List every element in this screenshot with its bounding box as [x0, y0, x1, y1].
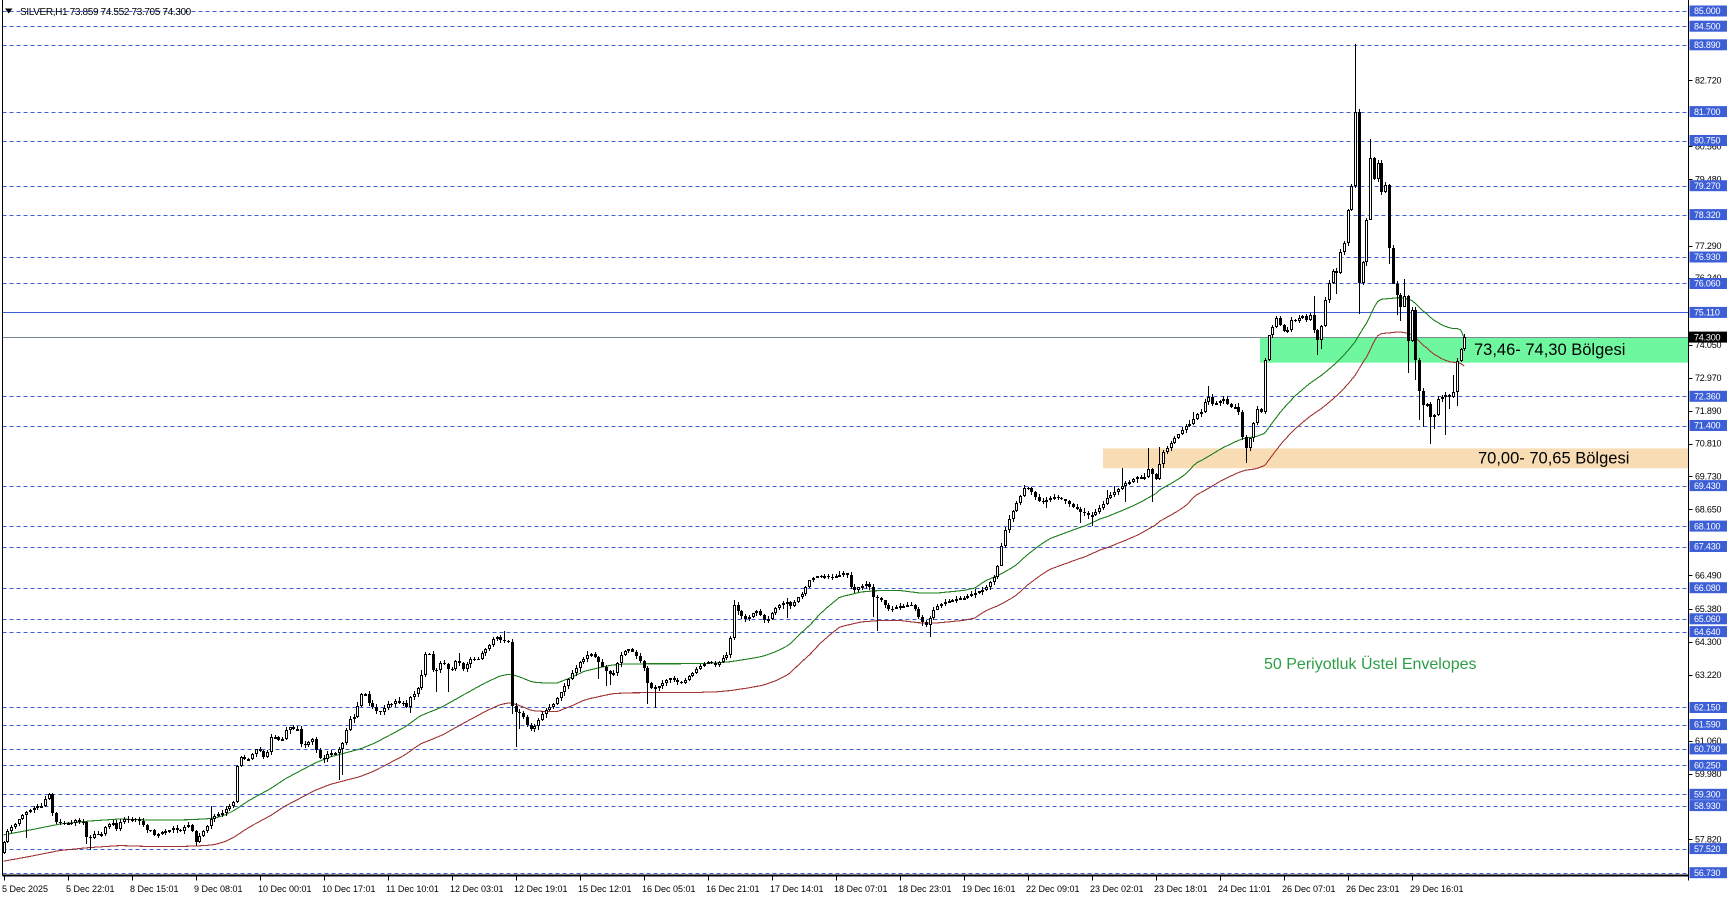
svg-text:15 Dec 12:01: 15 Dec 12:01 — [578, 884, 632, 894]
svg-text:72.360: 72.360 — [1694, 392, 1721, 402]
svg-text:80.560: 80.560 — [1695, 142, 1722, 152]
svg-text:10 Dec 17:01: 10 Dec 17:01 — [322, 884, 376, 894]
svg-text:16 Dec 21:01: 16 Dec 21:01 — [706, 884, 760, 894]
svg-text:60.250: 60.250 — [1694, 761, 1721, 771]
svg-text:85.000: 85.000 — [1694, 6, 1721, 16]
svg-text:8 Dec 15:01: 8 Dec 15:01 — [130, 884, 179, 894]
svg-text:79.270: 79.270 — [1694, 181, 1721, 191]
svg-text:29 Dec 16:01: 29 Dec 16:01 — [1410, 884, 1464, 894]
svg-text:65.380: 65.380 — [1695, 604, 1722, 614]
svg-text:16 Dec 05:01: 16 Dec 05:01 — [642, 884, 696, 894]
svg-text:12 Dec 03:01: 12 Dec 03:01 — [450, 884, 504, 894]
svg-text:23 Dec 02:01: 23 Dec 02:01 — [1090, 884, 1144, 894]
svg-text:71.400: 71.400 — [1694, 421, 1721, 431]
svg-text:61.060: 61.060 — [1695, 736, 1722, 746]
svg-text:69.430: 69.430 — [1694, 481, 1721, 491]
svg-text:70,00- 70,65 Bölgesi: 70,00- 70,65 Bölgesi — [1478, 450, 1629, 468]
svg-text:9 Dec 08:01: 9 Dec 08:01 — [194, 884, 243, 894]
svg-text:73,46- 74,30 Bölgesi: 73,46- 74,30 Bölgesi — [1474, 341, 1625, 359]
svg-text:81.700: 81.700 — [1694, 107, 1721, 117]
svg-text:80.750: 80.750 — [1694, 136, 1721, 146]
svg-text:74.050: 74.050 — [1695, 340, 1722, 350]
svg-text:79.480: 79.480 — [1695, 174, 1722, 184]
svg-text:75.110: 75.110 — [1694, 308, 1720, 318]
svg-text:66.490: 66.490 — [1695, 570, 1722, 580]
svg-text:23 Dec 18:01: 23 Dec 18:01 — [1154, 884, 1208, 894]
svg-text:10 Dec 00:01: 10 Dec 00:01 — [258, 884, 312, 894]
svg-text:26 Dec 23:01: 26 Dec 23:01 — [1346, 884, 1400, 894]
svg-text:71.890: 71.890 — [1695, 406, 1722, 416]
svg-text:83.890: 83.890 — [1694, 40, 1721, 50]
svg-text:59.300: 59.300 — [1694, 790, 1721, 800]
svg-text:70.810: 70.810 — [1695, 439, 1722, 449]
svg-text:76.060: 76.060 — [1694, 279, 1721, 289]
svg-text:78.320: 78.320 — [1694, 210, 1721, 220]
svg-text:17 Dec 14:01: 17 Dec 14:01 — [770, 884, 824, 894]
svg-text:SILVER,H1 73.859 74.552 73.705: SILVER,H1 73.859 74.552 73.705 74.300 — [20, 7, 192, 18]
svg-text:59.980: 59.980 — [1695, 769, 1722, 779]
svg-text:84.500: 84.500 — [1694, 21, 1721, 31]
svg-text:22 Dec 09:01: 22 Dec 09:01 — [1026, 884, 1080, 894]
svg-text:57.820: 57.820 — [1695, 835, 1722, 845]
svg-text:74.300: 74.300 — [1694, 332, 1721, 342]
svg-text:63.220: 63.220 — [1695, 670, 1722, 680]
svg-text:64.640: 64.640 — [1694, 627, 1721, 637]
svg-text:5 Dec 22:01: 5 Dec 22:01 — [66, 884, 115, 894]
svg-text:68.100: 68.100 — [1694, 521, 1721, 531]
svg-text:64.300: 64.300 — [1695, 637, 1722, 647]
svg-text:65.060: 65.060 — [1694, 614, 1721, 624]
svg-text:67.430: 67.430 — [1694, 542, 1721, 552]
svg-text:76.930: 76.930 — [1694, 252, 1721, 262]
svg-text:50 Periyotluk Üstel Envelopes: 50 Periyotluk Üstel Envelopes — [1264, 655, 1477, 673]
svg-text:11 Dec 10:01: 11 Dec 10:01 — [386, 884, 439, 894]
svg-text:69.730: 69.730 — [1695, 472, 1722, 482]
svg-text:18 Dec 23:01: 18 Dec 23:01 — [898, 884, 952, 894]
svg-text:82.720: 82.720 — [1695, 76, 1722, 86]
svg-text:61.590: 61.590 — [1694, 720, 1721, 730]
svg-text:5 Dec 2025: 5 Dec 2025 — [2, 884, 48, 894]
svg-text:12 Dec 19:01: 12 Dec 19:01 — [514, 884, 568, 894]
svg-text:66.080: 66.080 — [1694, 583, 1721, 593]
svg-text:19 Dec 16:01: 19 Dec 16:01 — [962, 884, 1016, 894]
svg-text:68.650: 68.650 — [1695, 505, 1722, 515]
svg-text:26 Dec 07:01: 26 Dec 07:01 — [1282, 884, 1336, 894]
svg-text:24 Dec 11:01: 24 Dec 11:01 — [1218, 884, 1271, 894]
svg-text:77.290: 77.290 — [1695, 241, 1722, 251]
svg-text:57.520: 57.520 — [1694, 844, 1721, 854]
svg-text:58.930: 58.930 — [1694, 801, 1721, 811]
svg-text:18 Dec 07:01: 18 Dec 07:01 — [834, 884, 888, 894]
svg-text:60.790: 60.790 — [1694, 744, 1721, 754]
svg-text:56.730: 56.730 — [1694, 868, 1721, 878]
svg-text:62.150: 62.150 — [1694, 703, 1721, 713]
svg-text:72.970: 72.970 — [1695, 373, 1722, 383]
